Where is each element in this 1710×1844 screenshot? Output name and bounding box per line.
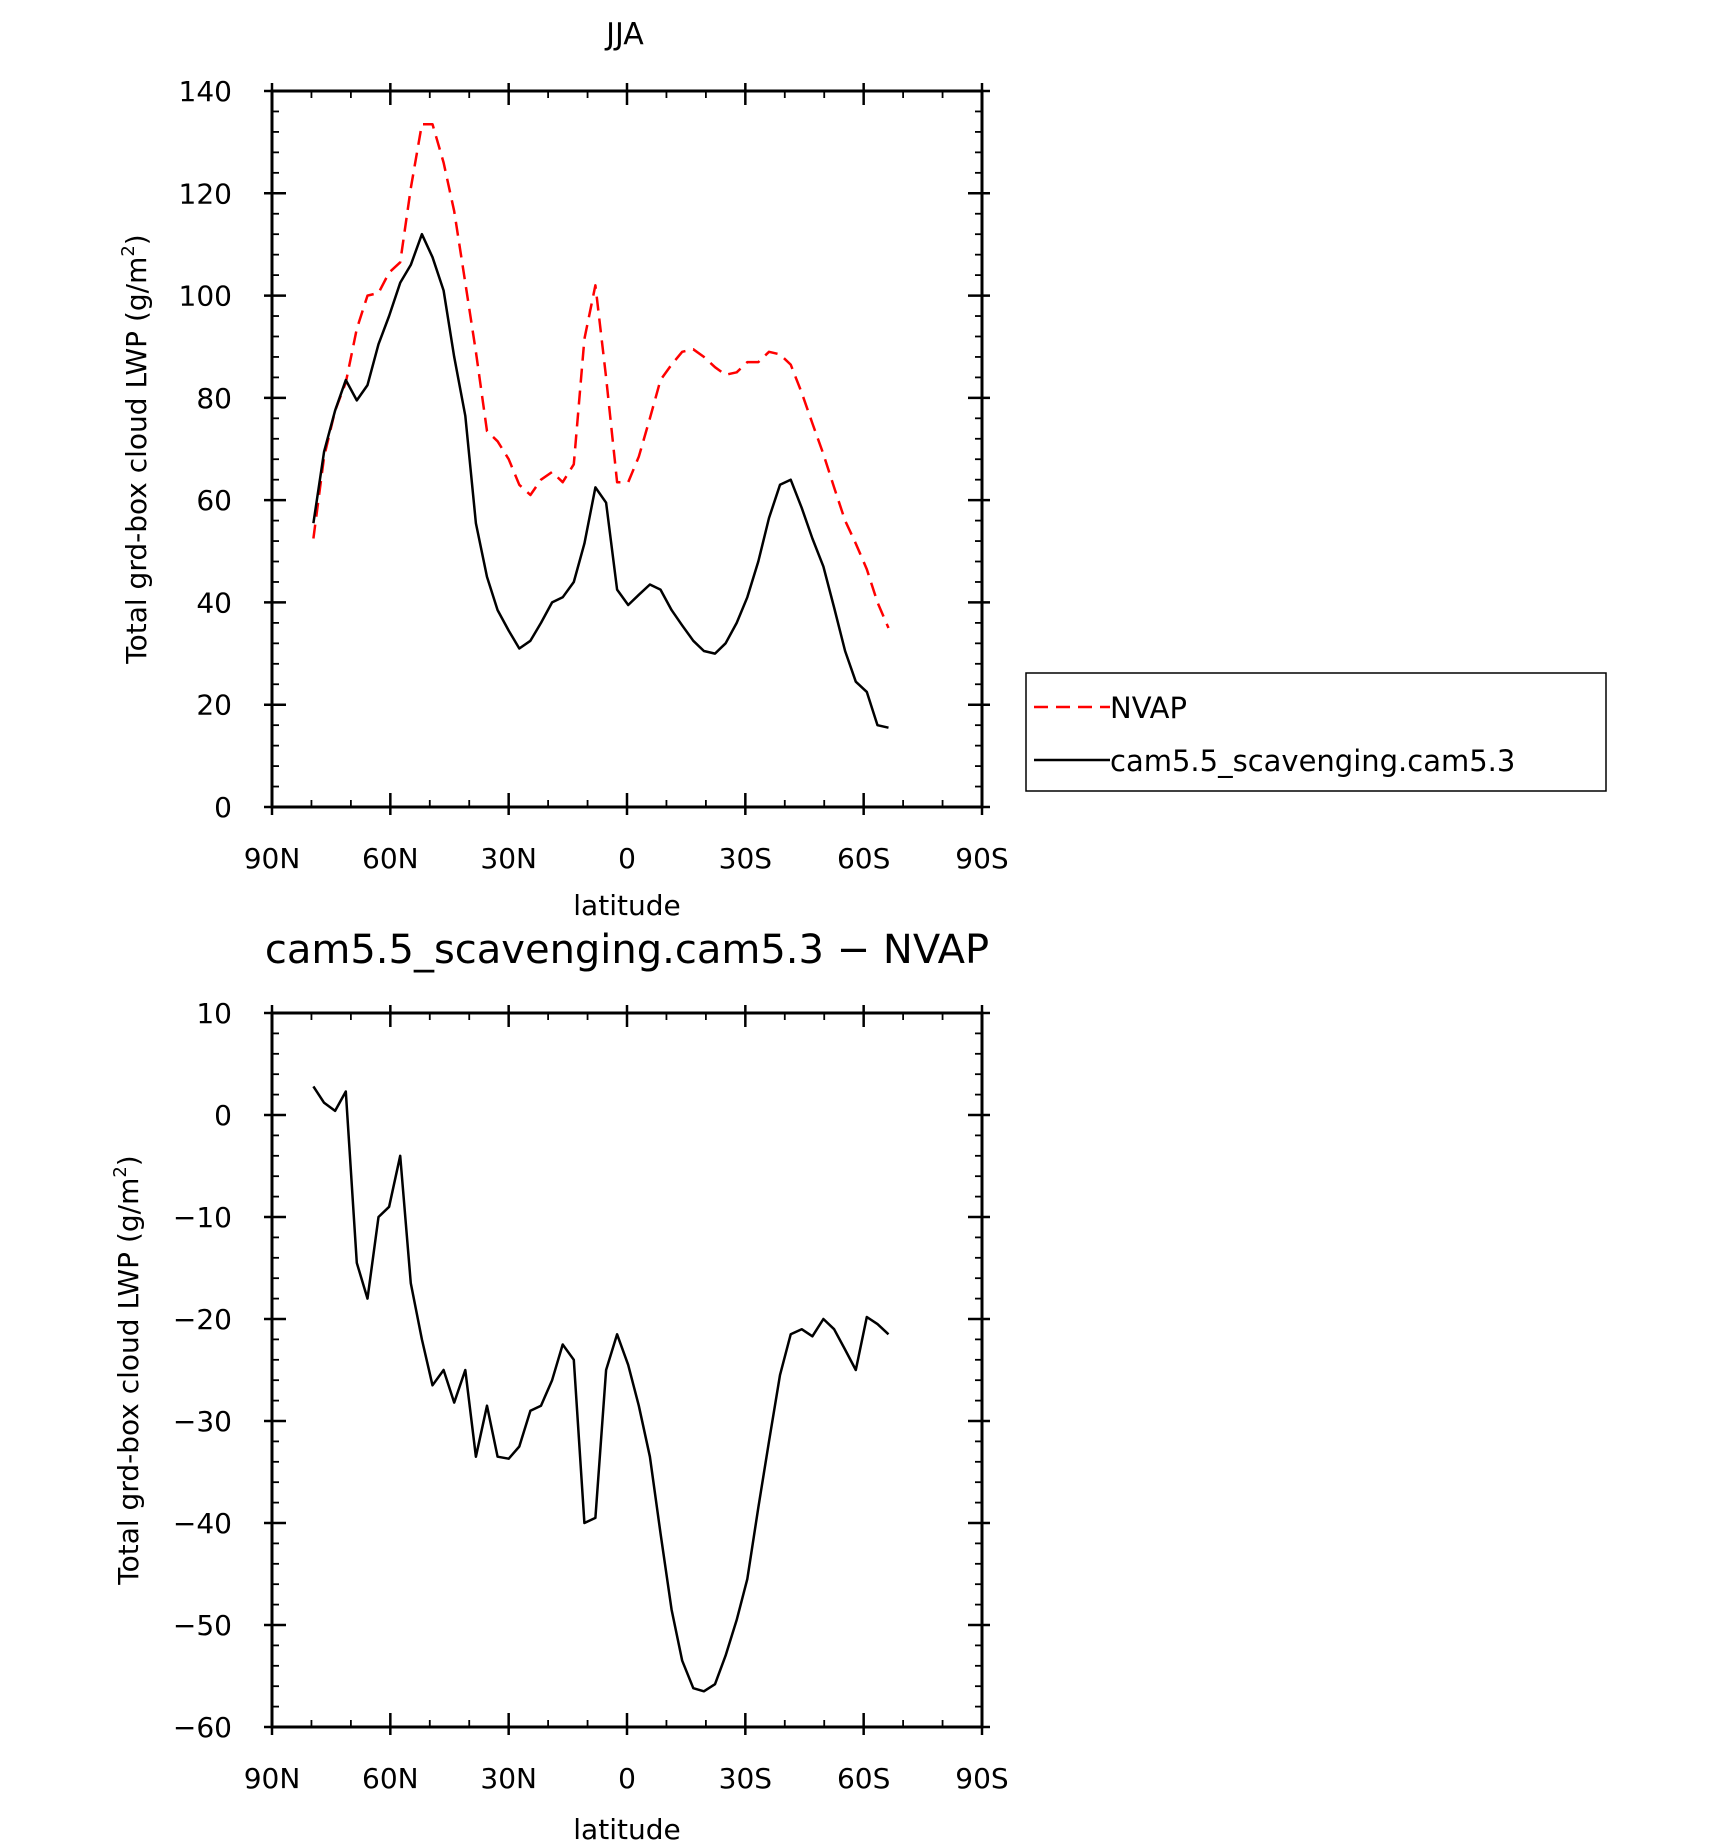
bottom-x-axis-label: latitude: [573, 1813, 680, 1844]
bottom-panel: cam5.5_scavenging.cam5.3 − NVAP −60 −50 −4…: [110, 927, 1009, 1844]
top-x-tick-labels: 90N 60N 30N 0 30S 60S 90S: [244, 842, 1009, 875]
x-tick-label: 60S: [837, 842, 890, 875]
bottom-y-tick-labels: −60 −50 −40 −30 −20 −10 0 10: [173, 997, 232, 1744]
top-y-axis-label-close: ): [120, 234, 153, 245]
top-y-axis-label: Total grd-box cloud LWP (g/m2): [118, 234, 153, 665]
y-tick-label: −50: [173, 1609, 232, 1642]
x-tick-label: 90N: [244, 842, 301, 875]
bottom-y-axis-label-close: ): [112, 1155, 145, 1166]
x-tick-label: 30S: [719, 842, 772, 875]
x-tick-label: 0: [618, 1762, 636, 1795]
bottom-title: cam5.5_scavenging.cam5.3 − NVAP: [265, 927, 989, 973]
legend-box: [1025, 672, 1607, 792]
y-tick-label: 60: [196, 484, 232, 517]
bottom-axes-ticks: [264, 1005, 990, 1735]
series-line-1-0: [312, 1085, 890, 1693]
y-tick-label: 40: [196, 586, 232, 619]
x-tick-label: 30S: [719, 1762, 772, 1795]
y-tick-label: −40: [173, 1507, 232, 1540]
y-tick-label: 0: [214, 1099, 232, 1132]
bottom-x-tick-labels: 90N 60N 30N 0 30S 60S 90S: [244, 1762, 1009, 1795]
top-axes-ticks: [264, 83, 990, 815]
x-tick-label: 90N: [244, 1762, 301, 1795]
bottom-y-axis-label-main: Total grd-box cloud LWP (g/m: [112, 1178, 145, 1586]
bottom-plot-frame: [270, 1011, 984, 1729]
legend: NVAP cam5.5_scavenging.cam5.3: [1025, 672, 1607, 792]
y-tick-label: 10: [196, 997, 232, 1030]
top-data-lines: [312, 122, 890, 729]
top-x-axis-label: latitude: [573, 889, 680, 922]
x-tick-label: 0: [618, 842, 636, 875]
x-tick-label: 60N: [362, 1762, 419, 1795]
y-tick-label: −60: [173, 1711, 232, 1744]
y-tick-label: −30: [173, 1405, 232, 1438]
y-tick-label: −20: [173, 1303, 232, 1336]
y-tick-label: −10: [173, 1201, 232, 1234]
x-tick-label: 60S: [837, 1762, 890, 1795]
y-tick-label: 80: [196, 382, 232, 415]
series-line-0-0: [312, 122, 890, 629]
bottom-data-lines: [312, 1085, 890, 1693]
top-y-axis-label-sup: 2: [118, 245, 139, 256]
top-y-axis-label-main: Total grd-box cloud LWP (g/m: [120, 257, 153, 665]
y-tick-label: 100: [179, 280, 232, 313]
y-tick-label: 0: [214, 791, 232, 824]
x-tick-label: 30N: [480, 1762, 537, 1795]
y-tick-label: 120: [179, 177, 232, 210]
x-tick-label: 30N: [480, 842, 537, 875]
y-tick-label: 20: [196, 689, 232, 722]
bottom-y-axis-label-sup: 2: [110, 1166, 131, 1177]
top-plot-frame: [270, 89, 984, 809]
x-tick-label: 90S: [955, 842, 1008, 875]
y-tick-label: 140: [179, 75, 232, 108]
x-tick-label: 60N: [362, 842, 419, 875]
legend-label-nvap: NVAP: [1110, 691, 1187, 725]
bottom-y-axis-label: Total grd-box cloud LWP (g/m2): [110, 1155, 145, 1586]
top-title: JJA: [604, 17, 644, 52]
top-y-tick-labels: 0 20 40 60 80 100 120 140: [179, 75, 232, 824]
x-tick-label: 90S: [955, 1762, 1008, 1795]
series-line-0-1: [312, 232, 889, 729]
legend-label-cam: cam5.5_scavenging.cam5.3: [1110, 744, 1515, 778]
